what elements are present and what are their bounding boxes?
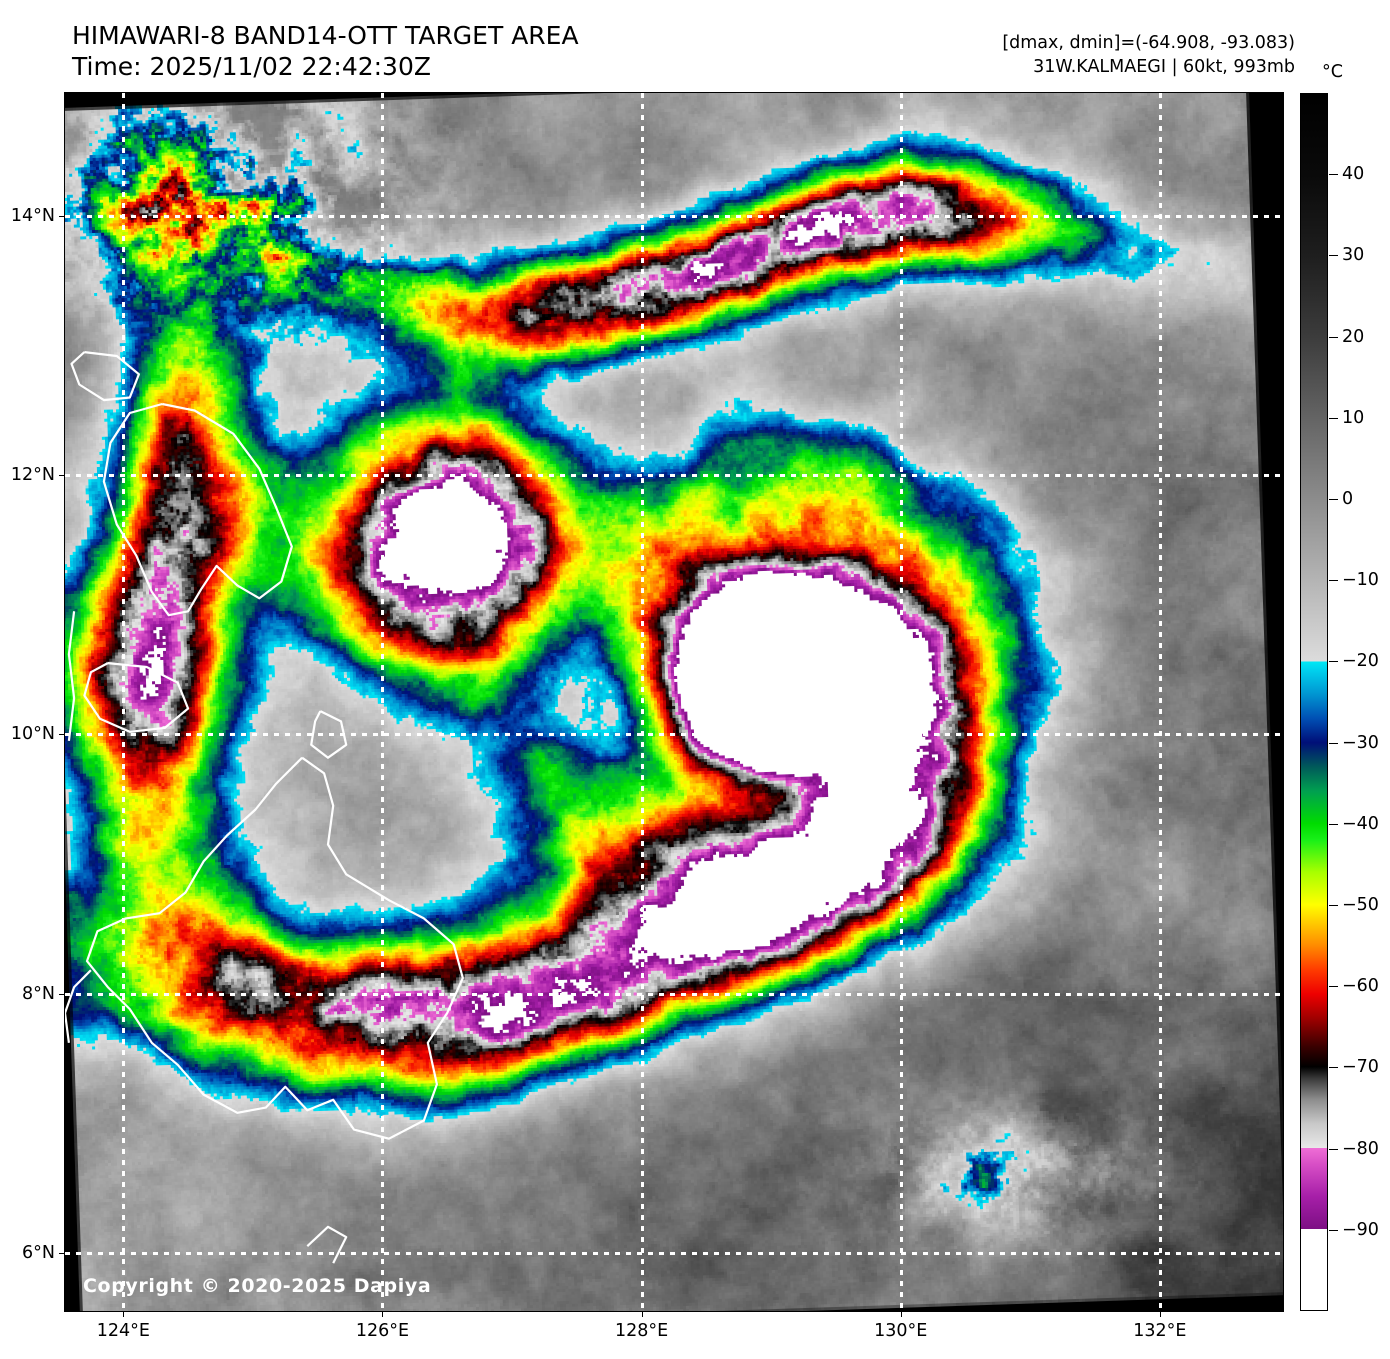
tick-mark-y: [59, 993, 64, 995]
colorbar-tick-label-2: 20: [1342, 326, 1365, 347]
colorbar-tick-label-5: −10: [1342, 570, 1379, 591]
colorbar-tick-label-13: −90: [1342, 1219, 1379, 1240]
colorbar-tick-label-3: 10: [1342, 407, 1365, 428]
colorbar-gradient: [1301, 94, 1327, 1310]
colorbar-tick: [1329, 661, 1338, 663]
coastline-path: [310, 710, 348, 759]
xtick-label-2: 128°E: [614, 1321, 669, 1341]
tick-mark-x: [641, 1312, 643, 1317]
dmax-dmin-label: [dmax, dmin]=(-64.908, -93.083): [1002, 33, 1295, 53]
satellite-image-plot: Copyright © 2020-2025 Dapiya: [65, 93, 1283, 1311]
colorbar-tick-label-11: −70: [1342, 1057, 1379, 1078]
ytick-label-4: 6°N: [22, 1242, 55, 1263]
colorbar-tick: [1329, 417, 1338, 419]
colorbar-tick-label-12: −80: [1342, 1138, 1379, 1159]
colorbar-tick-label-0: 40: [1342, 164, 1365, 185]
colorbar-unit-label: °C: [1322, 62, 1343, 82]
colorbar-tick-label-4: 0: [1342, 489, 1354, 509]
colorbar-tick: [1329, 255, 1338, 257]
coastline-path: [67, 611, 76, 742]
colorbar-tick-label-1: 30: [1342, 245, 1365, 266]
colorbar-tick: [1329, 1229, 1338, 1231]
tick-mark-y: [59, 1252, 64, 1254]
coastline-path: [306, 1225, 348, 1264]
coastline-path: [83, 662, 190, 733]
colorbar-tick: [1329, 986, 1338, 988]
coastline-path: [102, 402, 293, 617]
storm-info-label: 31W.KALMAEGI | 60kt, 993mb: [1033, 57, 1295, 77]
colorbar-tick: [1329, 742, 1338, 744]
ytick-label-0: 14°N: [10, 206, 55, 227]
colorbar-tick: [1329, 174, 1338, 176]
xtick-label-0: 124°E: [96, 1321, 150, 1341]
colorbar-tick: [1329, 1067, 1338, 1069]
colorbar-tick-label-9: −50: [1342, 895, 1379, 915]
coastline-path: [65, 969, 92, 1043]
ytick-label-1: 12°N: [10, 465, 55, 486]
tick-mark-x: [900, 1312, 902, 1317]
colorbar-tick-label-10: −60: [1342, 976, 1379, 997]
xtick-label-1: 126°E: [355, 1321, 410, 1341]
colorbar-tick-label-6: −20: [1342, 651, 1379, 672]
colorbar-tick: [1329, 905, 1338, 906]
coastline-path: [85, 756, 464, 1140]
colorbar-tick-label-7: −30: [1342, 732, 1379, 753]
colorbar-tick-label-8: −40: [1342, 813, 1379, 834]
colorbar-tick: [1329, 823, 1338, 825]
tick-mark-x: [123, 1312, 125, 1317]
tick-mark-y: [59, 734, 64, 736]
coastline-overlay: [65, 351, 464, 1264]
page-title: HIMAWARI-8 BAND14-OTT TARGET AREA: [72, 21, 579, 50]
colorbar-tick: [1329, 499, 1338, 500]
tick-mark-x: [382, 1312, 384, 1317]
ytick-label-2: 10°N: [10, 724, 55, 745]
metadata-block: [dmax, dmin]=(-64.908, -93.083) 31W.KALM…: [1002, 31, 1295, 79]
colorbar-tick: [1329, 1148, 1338, 1150]
ytick-label-3: 8°N: [22, 983, 55, 1004]
colorbar-tick: [1329, 580, 1338, 582]
copyright-label: Copyright © 2020-2025 Dapiya: [83, 1275, 432, 1297]
colorbar-tick: [1329, 336, 1338, 338]
xtick-label-4: 132°E: [1133, 1321, 1187, 1341]
tick-mark-x: [1159, 1312, 1161, 1317]
coastline-path: [70, 351, 140, 402]
tick-mark-y: [59, 475, 64, 477]
tick-mark-y: [59, 216, 64, 218]
title-block: HIMAWARI-8 BAND14-OTT TARGET AREA Time: …: [72, 20, 579, 82]
colorbar[interactable]: [1300, 93, 1328, 1311]
xtick-label-3: 130°E: [874, 1321, 928, 1341]
timestamp-label: Time: 2025/11/02 22:42:30Z: [72, 52, 431, 81]
